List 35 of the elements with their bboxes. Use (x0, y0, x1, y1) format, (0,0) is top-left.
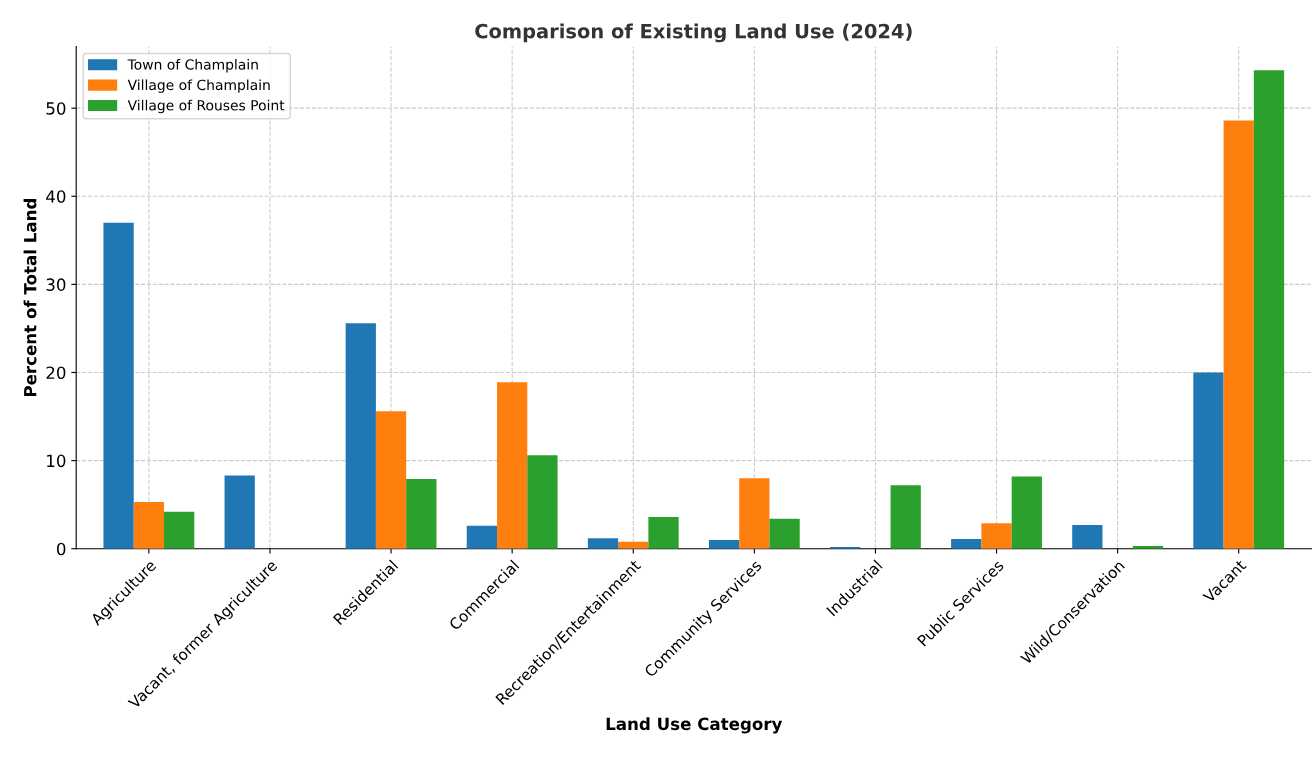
bar (466, 525, 498, 549)
bar (497, 382, 528, 549)
bar (890, 485, 921, 549)
y-tick-label: 10 (47, 454, 66, 468)
chart-title: Comparison of Existing Land Use (2024) (475, 23, 912, 43)
legend-label: Town of Champlain (127, 59, 258, 73)
bar (375, 411, 407, 549)
bar (1193, 372, 1224, 549)
bar (1072, 524, 1103, 549)
bar (527, 455, 558, 549)
bar (406, 479, 437, 549)
y-axis-title: Percent of Total Land (23, 198, 37, 397)
legend-label: Village of Champlain (127, 79, 270, 93)
y-tick-label: 50 (46, 102, 66, 115)
legend-label: Village of Rouses Point (127, 99, 285, 114)
y-tick-label: 0 (56, 542, 66, 556)
bar (1223, 120, 1254, 549)
bar (769, 518, 800, 549)
bar (648, 516, 679, 549)
bar (951, 539, 982, 549)
x-axis-title: Land Use Category (606, 717, 783, 734)
y-tick-label: 40 (46, 190, 66, 203)
bar (1011, 476, 1042, 549)
bar (708, 539, 740, 549)
bar (224, 475, 255, 549)
bar (739, 478, 770, 549)
bar (133, 502, 165, 549)
bar (103, 222, 134, 549)
bar (345, 323, 376, 549)
bar (1253, 70, 1285, 549)
bar (164, 511, 195, 549)
bar (587, 538, 619, 549)
bar (981, 523, 1012, 549)
y-tick-label: 20 (46, 366, 66, 380)
y-tick-label: 30 (46, 278, 66, 291)
